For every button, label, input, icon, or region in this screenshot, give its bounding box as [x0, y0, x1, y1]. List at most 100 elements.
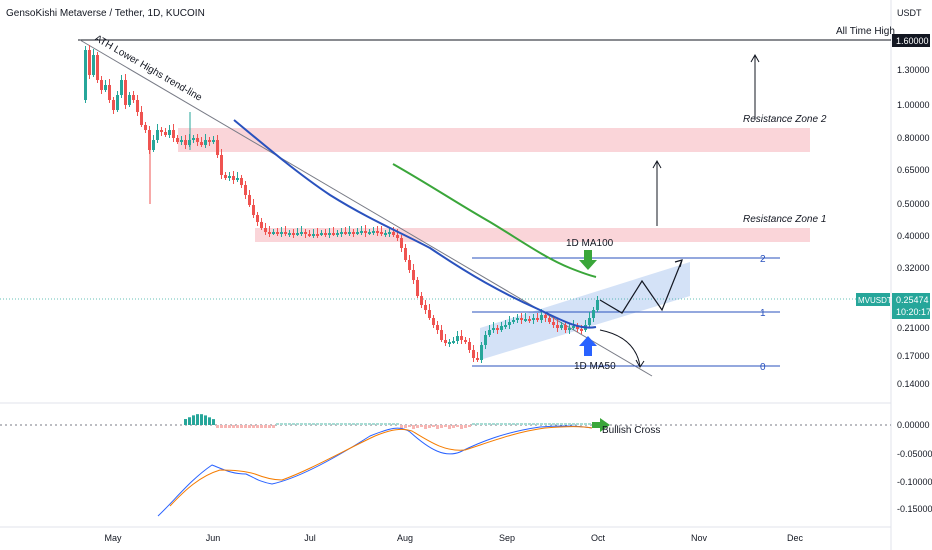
macd-histogram-bar	[420, 425, 423, 427]
candle-body	[320, 233, 323, 235]
zone2-annotation: Resistance Zone 2	[743, 114, 827, 125]
candle-body	[140, 112, 143, 125]
candle-body	[336, 233, 339, 235]
time-axis[interactable]: May Jun Jul Aug Sep Oct Nov Dec	[104, 533, 803, 543]
time-tick-label: Dec	[787, 533, 804, 543]
last-price-text: 0.25474	[896, 295, 929, 305]
candle-body	[596, 300, 599, 310]
macd-histogram-bar	[260, 425, 263, 428]
macd-histogram-bar	[424, 425, 427, 429]
macd-histogram-bar	[380, 423, 383, 425]
macd-histogram-bar	[456, 425, 459, 427]
macd-histogram-bar	[392, 423, 395, 425]
macd-histogram-bar	[464, 425, 467, 428]
candle-body	[232, 176, 235, 180]
price-tick-label: 0.32000	[897, 263, 930, 273]
macd-histogram-bar	[324, 423, 327, 425]
macd-histogram-bar	[320, 423, 323, 425]
macd-histogram-bar	[476, 423, 479, 425]
macd-histogram-bar	[468, 425, 471, 427]
macd-histogram-bar	[432, 425, 435, 427]
candle-body	[324, 233, 327, 235]
resistance-zone-2	[178, 128, 810, 152]
macd-histogram-bar	[296, 423, 299, 425]
candle-body	[468, 342, 471, 350]
candle-body	[332, 233, 335, 235]
macd-histogram-bar	[508, 423, 511, 425]
macd-histogram-bar	[252, 425, 255, 428]
time-tick-label: May	[104, 533, 122, 543]
macd-histogram-bar	[244, 425, 247, 428]
candle-body	[152, 140, 155, 150]
symbol-tag-text: MVUSDT	[858, 296, 892, 305]
candle-body	[588, 318, 591, 325]
ma50-annotation: 1D MA50	[574, 361, 616, 372]
candle-body	[176, 138, 179, 142]
candle-body	[268, 232, 271, 234]
candle-body	[500, 326, 503, 330]
candle-body	[144, 125, 147, 130]
fib-label-2: 2	[760, 254, 766, 265]
macd-axis: 0.00000 -0.05000 -0.10000 -0.15000	[897, 420, 932, 514]
candle-body	[480, 345, 483, 360]
signal-line	[169, 426, 593, 507]
macd-histogram-bar	[316, 423, 319, 425]
macd-histogram-bar	[520, 423, 523, 425]
macd-histogram	[184, 414, 599, 429]
price-tick-label: 0.50000	[897, 199, 930, 209]
macd-histogram-bar	[236, 425, 239, 428]
candle-body	[428, 310, 431, 318]
time-tick-label: Jun	[206, 533, 221, 543]
candle-body	[192, 138, 195, 140]
candle-body	[528, 319, 531, 321]
countdown-text: 10:20:17	[896, 307, 931, 317]
macd-histogram-bar	[256, 425, 259, 428]
candle-body	[316, 234, 319, 236]
macd-histogram-bar	[372, 423, 375, 425]
price-tick-label: 0.65000	[897, 165, 930, 175]
macd-tick-label: -0.05000	[897, 449, 932, 459]
macd-histogram-bar	[284, 423, 287, 425]
macd-histogram-bar	[364, 423, 367, 425]
downside-arrowhead	[635, 359, 645, 368]
macd-histogram-bar	[500, 423, 503, 425]
macd-histogram-bar	[532, 423, 535, 425]
price-tick-label: 0.80000	[897, 133, 930, 143]
candle-body	[208, 140, 211, 142]
bullish-cross-annotation: Bullish Cross	[602, 425, 660, 436]
candle-body	[284, 232, 287, 234]
candle-body	[464, 340, 467, 342]
candle-body	[164, 132, 167, 135]
candle-body	[308, 234, 311, 236]
macd-histogram-bar	[368, 423, 371, 425]
price-axis[interactable]: 1.30000 1.00000 0.80000 0.65000 0.50000 0.400…	[897, 65, 930, 389]
macd-histogram-bar	[388, 423, 391, 425]
projection-arrowhead	[674, 259, 683, 268]
candle-body	[304, 232, 307, 234]
ma100-line	[392, 163, 597, 278]
candle-body	[328, 233, 331, 235]
candle-body	[436, 325, 439, 330]
candle-body	[240, 178, 243, 185]
candle-body	[380, 232, 383, 234]
macd-histogram-bar	[228, 425, 231, 428]
candle-body	[504, 325, 507, 327]
macd-histogram-bar	[304, 423, 307, 425]
candle-body	[252, 205, 255, 215]
candle-body	[432, 318, 435, 325]
candle-body	[296, 233, 299, 235]
ath-trendline	[79, 39, 653, 377]
candle-body	[532, 318, 535, 320]
macd-histogram-bar	[344, 423, 347, 425]
candle-body	[520, 318, 523, 320]
candle-body	[148, 130, 151, 150]
candle-body	[160, 130, 163, 132]
macd-histogram-bar	[512, 423, 515, 425]
candle-body	[368, 232, 371, 234]
candle-body	[260, 222, 263, 228]
candle-body	[484, 335, 487, 345]
macd-histogram-bar	[480, 423, 483, 425]
macd-histogram-bar	[492, 423, 495, 425]
macd-histogram-bar	[516, 423, 519, 425]
